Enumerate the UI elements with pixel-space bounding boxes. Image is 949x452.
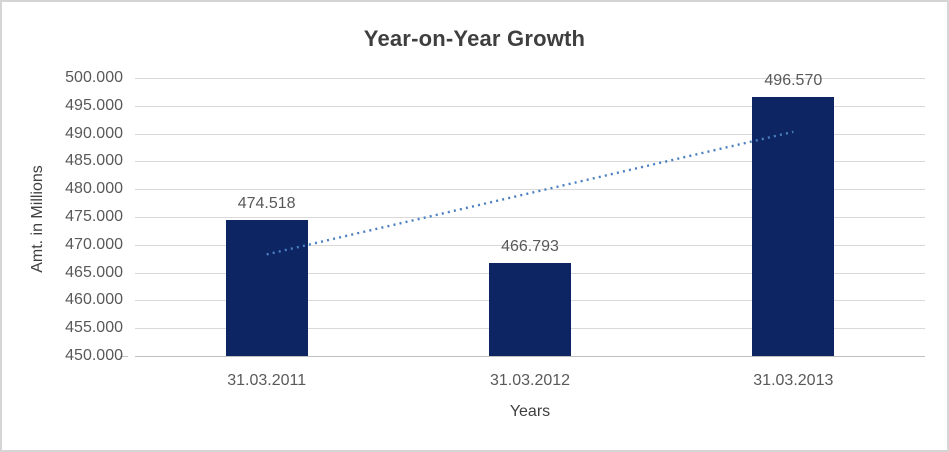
- gridline: [135, 105, 925, 107]
- chart-title: Year-on-Year Growth: [363, 26, 586, 51]
- data-label: 496.570: [764, 72, 823, 90]
- x-category-label: 31.03.2011: [227, 372, 307, 389]
- x-axis-line: [135, 356, 925, 357]
- data-label: 474.518: [237, 194, 296, 212]
- y-tick-label: 465.000: [65, 263, 123, 281]
- y-tick-label: 450.000: [65, 347, 123, 364]
- y-tick-label: 485.000: [65, 152, 123, 170]
- y-tick-label: 460.000: [65, 291, 123, 309]
- y-axis-origin-tick: [120, 356, 128, 357]
- bar-31.03.2011: [225, 219, 308, 356]
- y-tick-label: 495.000: [65, 96, 123, 114]
- y-tick-label: 470.000: [65, 235, 123, 253]
- bar-31.03.2013: [752, 97, 835, 356]
- y-tick-label: 500.000: [65, 69, 123, 86]
- gridline: [135, 78, 925, 79]
- y-tick-label: 475.000: [65, 208, 123, 225]
- x-category-label: 31.03.2012: [489, 372, 571, 389]
- y-tick-label: 490.000: [65, 124, 123, 142]
- y-tick-label: 455.000: [65, 319, 123, 337]
- data-label: 466.793: [501, 237, 559, 255]
- y-tick-label: 480.000: [65, 180, 123, 198]
- bar-31.03.2012: [489, 262, 571, 356]
- x-category-label: 31.03.2013: [753, 372, 834, 389]
- x-axis-title: Years: [509, 403, 551, 420]
